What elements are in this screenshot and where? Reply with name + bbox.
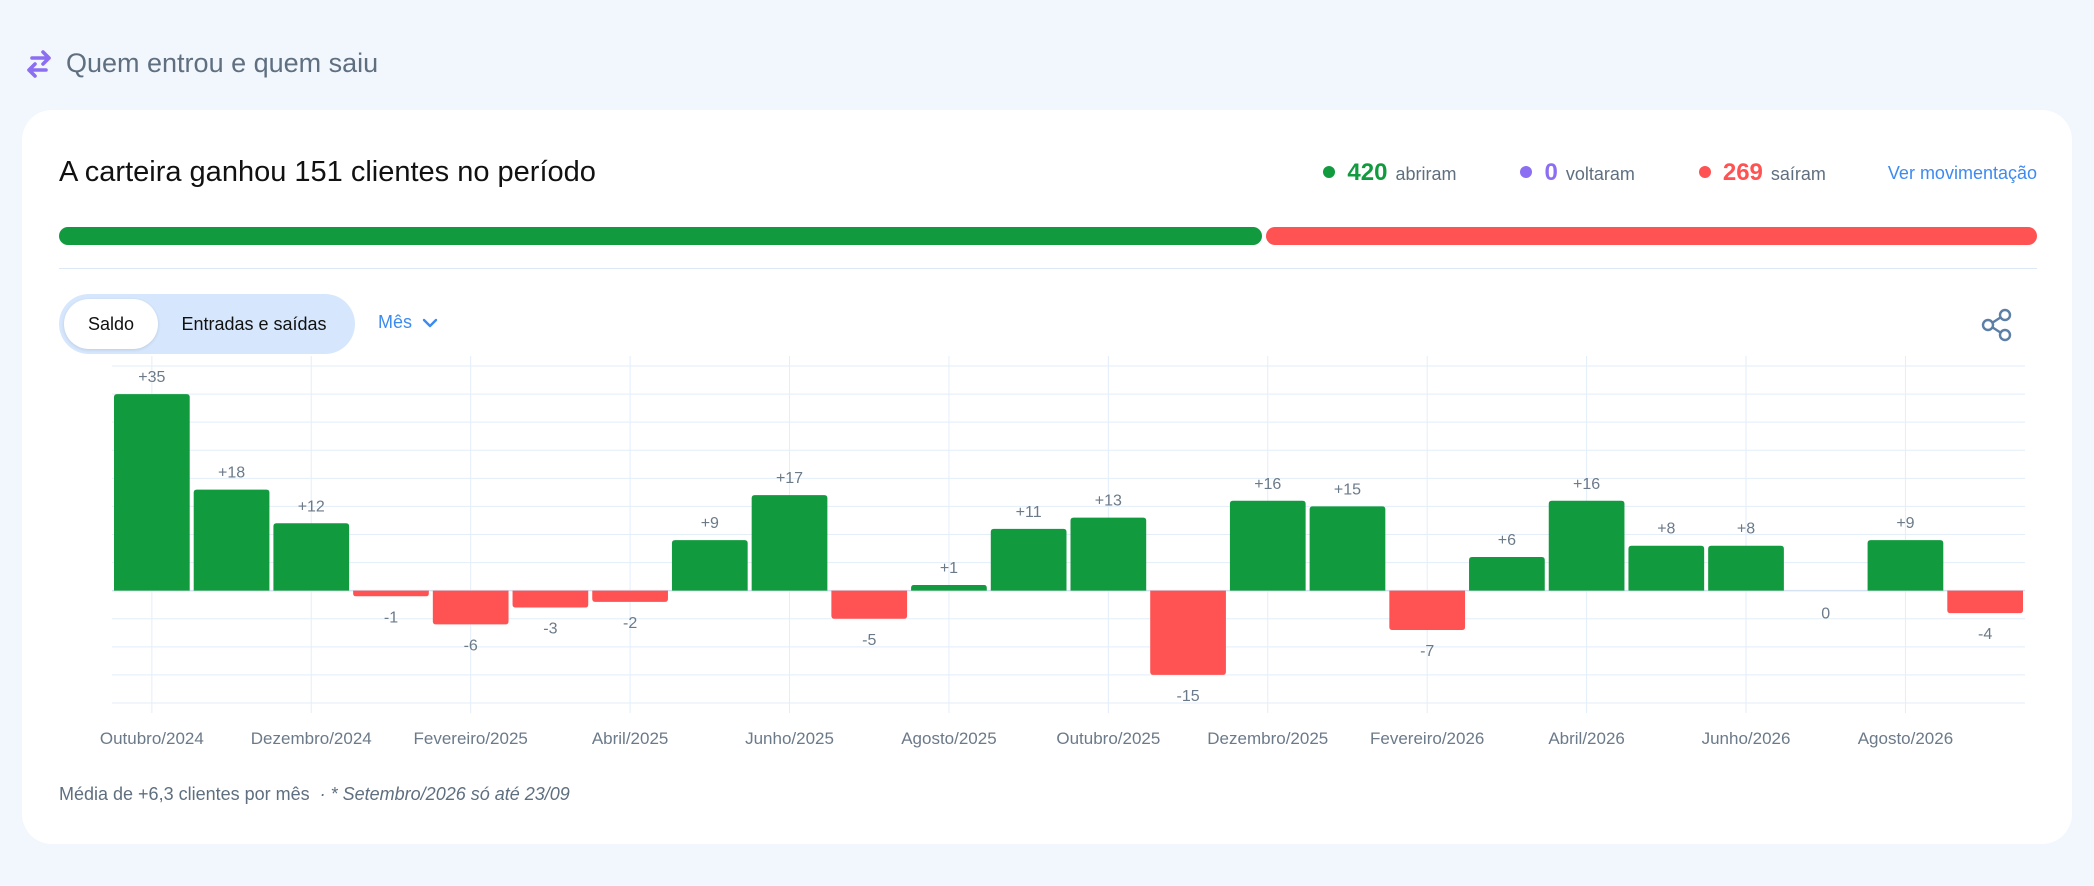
bar-data-label: +9 (701, 515, 719, 532)
bar (1867, 540, 1944, 591)
bar (1708, 545, 1784, 591)
bar-data-label: +17 (776, 470, 803, 487)
progress-opened-segment (59, 227, 1263, 245)
toggle-entradas-saidas[interactable]: Entradas e saídas (181, 313, 327, 334)
bar (671, 540, 748, 591)
view-toggle: Saldo Entradas e saídas (59, 294, 355, 354)
bar-data-label: +15 (1334, 481, 1361, 498)
toggle-saldo[interactable]: Saldo (64, 299, 158, 349)
bar (911, 585, 987, 591)
partial-month-note: · * Setembro/2026 só até 23/09 (319, 784, 570, 804)
section-title: Quem entrou e quem saiu (66, 48, 379, 78)
stat-left-label: saíram (1770, 164, 1826, 184)
bar (1947, 590, 2023, 614)
stat-returned-value: 0 (1544, 159, 1558, 186)
bar-data-label: +16 (1573, 476, 1600, 493)
bar-data-label: +1 (940, 560, 958, 577)
red-dot-icon (1698, 166, 1711, 178)
stat-returned-label: voltaram (1565, 164, 1635, 184)
x-tick-label: Fevereiro/2025 (414, 729, 528, 748)
bar-data-label: +12 (298, 498, 325, 515)
bar-data-label: +11 (1016, 504, 1042, 521)
bar (1469, 556, 1545, 591)
bar (1389, 590, 1466, 630)
x-tick-label: Fevereiro/2026 (1370, 729, 1484, 748)
movement-card: A carteira ganhou 151 clientes no períod… (22, 110, 2072, 844)
x-tick-label: Agosto/2025 (901, 729, 996, 748)
bar-data-label: -3 (543, 621, 557, 638)
x-tick-label: Outubro/2025 (1056, 729, 1160, 748)
bar (273, 523, 350, 591)
bar (831, 590, 908, 619)
period-label: Mês (378, 312, 413, 332)
x-tick-label: Junho/2026 (1702, 729, 1791, 748)
x-tick-label: Dezembro/2024 (251, 729, 372, 748)
stat-opened-label: abriram (1395, 164, 1457, 184)
bar-data-label: -15 (1177, 688, 1200, 705)
average-text: Média de +6,3 clientes por mês (59, 784, 310, 804)
stats-summary: 420 abriram 0 voltaram 269 saíram Ver mo… (1259, 159, 2037, 187)
bar-data-label: 0 (1821, 606, 1830, 623)
x-tick-label: Junho/2025 (745, 729, 834, 748)
bar-data-label: +18 (218, 465, 245, 482)
divider (59, 268, 2037, 269)
bar (1628, 545, 1705, 591)
bar (1309, 506, 1386, 591)
card-headline: A carteira ganhou 151 clientes no períod… (59, 156, 596, 188)
green-dot-icon (1323, 166, 1336, 178)
x-tick-label: Abril/2026 (1548, 729, 1625, 748)
bar (1548, 500, 1625, 591)
x-tick-label: Outubro/2024 (100, 729, 204, 748)
bar (1150, 590, 1226, 675)
bar-data-label: +8 (1657, 521, 1675, 538)
bar-data-label: +8 (1737, 521, 1755, 538)
bar-data-label: -1 (384, 609, 398, 626)
period-dropdown[interactable]: Mês (378, 312, 438, 333)
x-tick-label: Dezembro/2025 (1207, 729, 1328, 748)
bar (512, 590, 589, 608)
bar-data-label: +16 (1254, 476, 1281, 493)
section-header: Quem entrou e quem saiu (24, 48, 378, 79)
view-movement-link[interactable]: Ver movimentação (1887, 162, 2037, 183)
bar (193, 489, 270, 591)
chevron-down-icon (422, 318, 438, 327)
chart-footer: Média de +6,3 clientes por mês · * Setem… (59, 784, 570, 805)
monthly-balance-chart: +35 +18 +12 -1 -6 -3 -2 +9 +17 -5 +1 +11 +13 -15 +16 +1… (100, 356, 2025, 748)
bar (353, 590, 429, 597)
bar-data-label: -6 (464, 637, 478, 654)
bar (432, 590, 509, 625)
bar-data-label: +9 (1896, 515, 1914, 532)
balance-progress-bar (59, 227, 2037, 245)
bar (990, 528, 1067, 591)
stat-opened-value: 420 (1347, 159, 1388, 186)
stat-left-value: 269 (1722, 159, 1763, 186)
bar (114, 394, 190, 591)
bar (592, 590, 668, 602)
stat-opened: 420 abriram (1323, 159, 1456, 187)
x-tick-label: Agosto/2026 (1858, 729, 1953, 748)
purple-dot-icon (1520, 166, 1533, 178)
bar-data-label: -2 (623, 615, 637, 632)
bar-data-label: +35 (138, 369, 165, 386)
bar-data-label: +6 (1498, 532, 1516, 549)
bar (751, 495, 828, 591)
bar-data-label: -5 (862, 632, 876, 649)
bar-data-label: +13 (1095, 493, 1122, 510)
bar (1070, 517, 1147, 591)
bar-data-label: -7 (1420, 643, 1434, 660)
bar (1229, 500, 1306, 591)
stat-left: 269 saíram (1698, 159, 1826, 187)
swap-arrows-icon (27, 49, 51, 78)
x-tick-label: Abril/2025 (592, 729, 669, 748)
progress-left-segment (1266, 227, 2037, 245)
stat-returned: 0 voltaram (1520, 159, 1635, 187)
share-icon[interactable] (1979, 307, 2015, 343)
bar-data-label: -4 (1978, 626, 1992, 643)
